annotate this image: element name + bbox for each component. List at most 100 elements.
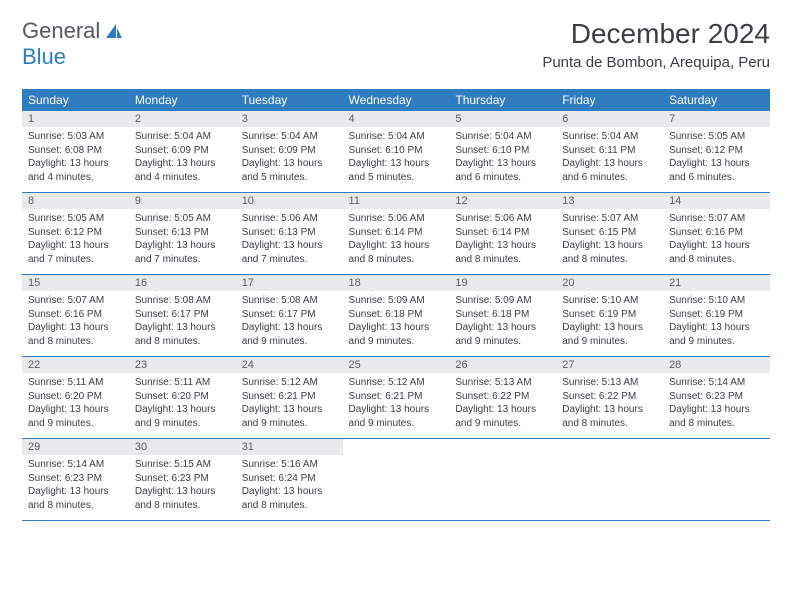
day-number: 26	[449, 357, 556, 374]
day-cell: Sunrise: 5:04 AMSunset: 6:09 PMDaylight:…	[129, 127, 236, 193]
sunset-line: Sunset: 6:21 PM	[242, 391, 316, 402]
day-cell: Sunrise: 5:04 AMSunset: 6:10 PMDaylight:…	[449, 127, 556, 193]
daylight-line: Daylight: 13 hours and 8 minutes.	[135, 322, 216, 347]
sunrise-line: Sunrise: 5:05 AM	[135, 213, 211, 224]
day-cell	[449, 455, 556, 521]
sunset-line: Sunset: 6:17 PM	[135, 309, 209, 320]
day-number: 31	[236, 439, 343, 456]
day-number: 25	[343, 357, 450, 374]
sunset-line: Sunset: 6:22 PM	[455, 391, 529, 402]
day-cell: Sunrise: 5:14 AM Sunset: 6:23 PM Daylight:…	[22, 455, 129, 521]
day-number: 10	[236, 193, 343, 210]
dayname: Friday	[556, 89, 663, 111]
day-cell: Sunrise: 5:06 AMSunset: 6:13 PMDaylight:…	[236, 209, 343, 275]
daylight-line: Daylight: 13 hours and 8 minutes.	[28, 322, 109, 347]
day-number	[343, 439, 450, 456]
day-number: 14	[663, 193, 770, 210]
day-cell: Sunrise: 5:13 AMSunset: 6:22 PMDaylight:…	[449, 373, 556, 439]
sunset-line: Sunset: 6:10 PM	[455, 145, 529, 156]
dayname: Wednesday	[343, 89, 450, 111]
sunrise-line: Sunrise: 5:14 AM	[669, 377, 745, 388]
daylight-line: Daylight: 13 hours and 7 minutes.	[135, 240, 216, 265]
day-number: 3	[236, 111, 343, 127]
day-cell: Sunrise: 5:15 AMSunset: 6:23 PMDaylight:…	[129, 455, 236, 521]
dayname: Saturday	[663, 89, 770, 111]
sunrise-line: Sunrise: 5:09 AM	[349, 295, 425, 306]
day-cell: Sunrise: 5:04 AMSunset: 6:09 PMDaylight:…	[236, 127, 343, 193]
sunset-line: Sunset: 6:20 PM	[135, 391, 209, 402]
sunrise-line: Sunrise: 5:04 AM	[455, 131, 531, 142]
sunset-line: Sunset: 6:12 PM	[669, 145, 743, 156]
daylight-line: Daylight: 13 hours and 5 minutes.	[349, 158, 430, 183]
sunset-line: Sunset: 6:23 PM	[28, 473, 102, 484]
sunrise-line: Sunrise: 5:12 AM	[242, 377, 318, 388]
daylight-line: Daylight: 13 hours and 4 minutes.	[135, 158, 216, 183]
sunset-line: Sunset: 6:13 PM	[242, 227, 316, 238]
day-cell: Sunrise: 5:05 AMSunset: 6:13 PMDaylight:…	[129, 209, 236, 275]
daylight-line: Daylight: 13 hours and 8 minutes.	[28, 486, 109, 511]
daylight-line: Daylight: 13 hours and 9 minutes.	[562, 322, 643, 347]
day-number: 1	[22, 111, 129, 127]
sunset-line: Sunset: 6:23 PM	[135, 473, 209, 484]
sunrise-line: Sunrise: 5:08 AM	[242, 295, 318, 306]
day-cell: Sunrise: 5:09 AMSunset: 6:18 PMDaylight:…	[449, 291, 556, 357]
day-cell	[556, 455, 663, 521]
sunrise-line: Sunrise: 5:11 AM	[28, 377, 103, 388]
sunrise-line: Sunrise: 5:16 AM	[242, 459, 318, 470]
sunset-line: Sunset: 6:18 PM	[455, 309, 529, 320]
daylight-line: Daylight: 13 hours and 9 minutes.	[349, 404, 430, 429]
day-cell: Sunrise: 5:05 AMSunset: 6:12 PMDaylight:…	[663, 127, 770, 193]
daylight-line: Daylight: 13 hours and 4 minutes.	[28, 158, 109, 183]
sunset-line: Sunset: 6:09 PM	[135, 145, 209, 156]
day-number	[449, 439, 556, 456]
sunrise-line: Sunrise: 5:07 AM	[669, 213, 745, 224]
day-number	[663, 439, 770, 456]
sunrise-line: Sunrise: 5:10 AM	[562, 295, 638, 306]
day-number: 28	[663, 357, 770, 374]
sunrise-line: Sunrise: 5:14 AM	[28, 459, 104, 470]
week-row: Sunrise: 5:07 AMSunset: 6:16 PMDaylight:…	[22, 291, 770, 357]
daylight-line: Daylight: 13 hours and 6 minutes.	[562, 158, 643, 183]
sunrise-line: Sunrise: 5:10 AM	[669, 295, 745, 306]
sunrise-line: Sunrise: 5:08 AM	[135, 295, 211, 306]
header: General December 2024 Punta de Bombon, A…	[0, 0, 792, 79]
sunset-line: Sunset: 6:24 PM	[242, 473, 316, 484]
sunset-line: Sunset: 6:15 PM	[562, 227, 636, 238]
sunset-line: Sunset: 6:21 PM	[349, 391, 423, 402]
day-cell: Sunrise: 5:05 AMSunset: 6:12 PMDaylight:…	[22, 209, 129, 275]
day-number: 15	[22, 275, 129, 292]
day-cell: Sunrise: 5:12 AMSunset: 6:21 PMDaylight:…	[236, 373, 343, 439]
day-number: 18	[343, 275, 450, 292]
sunset-line: Sunset: 6:14 PM	[349, 227, 423, 238]
day-cell: Sunrise: 5:06 AMSunset: 6:14 PMDaylight:…	[449, 209, 556, 275]
sunrise-line: Sunrise: 5:04 AM	[242, 131, 318, 142]
title-block: December 2024 Punta de Bombon, Arequipa,…	[542, 18, 770, 71]
day-number: 9	[129, 193, 236, 210]
daylight-line: Daylight: 13 hours and 9 minutes.	[669, 322, 750, 347]
day-cell: Sunrise: 5:08 AM Sunset: 6:17 PM Daylight:…	[129, 291, 236, 357]
daylight-line: Daylight: 13 hours and 8 minutes.	[242, 486, 323, 511]
sunrise-line: Sunrise: 5:11 AM	[135, 377, 210, 388]
day-cell: Sunrise: 5:07 AMSunset: 6:16 PMDaylight:…	[663, 209, 770, 275]
day-number	[556, 439, 663, 456]
sunrise-line: Sunrise: 5:06 AM	[242, 213, 318, 224]
day-cell: Sunrise: 5:06 AMSunset: 6:14 PMDaylight:…	[343, 209, 450, 275]
day-number: 24	[236, 357, 343, 374]
day-number: 19	[449, 275, 556, 292]
day-number: 29	[22, 439, 129, 456]
daynum-row: 22232425262728	[22, 357, 770, 374]
sunrise-line: Sunrise: 5:06 AM	[349, 213, 425, 224]
sunset-line: Sunset: 6:08 PM	[28, 145, 102, 156]
month-title: December 2024	[542, 18, 770, 50]
day-cell: Sunrise: 5:08 AMSunset: 6:17 PMDaylight:…	[236, 291, 343, 357]
daynum-row: 15161718192021	[22, 275, 770, 292]
sunrise-line: Sunrise: 5:06 AM	[455, 213, 531, 224]
sail-icon	[104, 22, 124, 40]
logo-text-1: General	[22, 18, 100, 44]
daylight-line: Daylight: 13 hours and 5 minutes.	[242, 158, 323, 183]
day-number: 12	[449, 193, 556, 210]
daynum-row: 293031	[22, 439, 770, 456]
dayname: Monday	[129, 89, 236, 111]
day-cell: Sunrise: 5:07 AMSunset: 6:15 PMDaylight:…	[556, 209, 663, 275]
sunset-line: Sunset: 6:17 PM	[242, 309, 316, 320]
